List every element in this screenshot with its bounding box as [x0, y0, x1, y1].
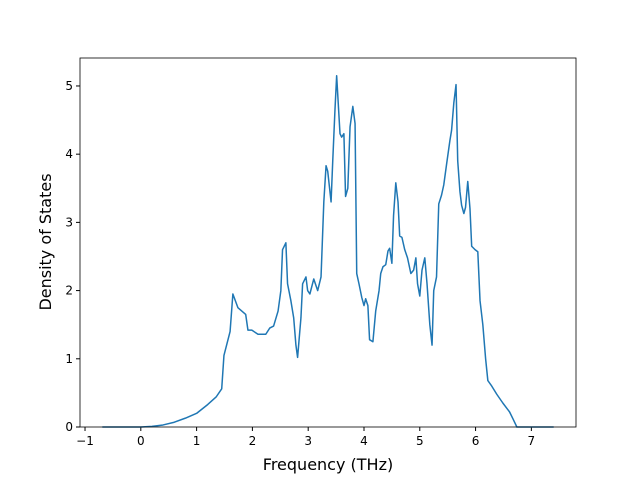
y-tick-label: 4 [65, 147, 73, 161]
y-tick-label: 2 [65, 284, 73, 298]
x-tick-label: 2 [249, 434, 257, 448]
x-tick-label: 5 [416, 434, 424, 448]
x-tick-label: −1 [76, 434, 94, 448]
y-tick-label: 5 [65, 79, 73, 93]
x-tick-label: 4 [360, 434, 368, 448]
line-series [102, 74, 554, 428]
x-tick-label: 1 [193, 434, 201, 448]
y-axis-label: Density of States [36, 173, 55, 310]
y-tick-label: 0 [65, 420, 73, 434]
y-tick-label: 1 [65, 352, 73, 366]
x-tick-label: 0 [137, 434, 145, 448]
plot-frame [79, 57, 577, 428]
x-tick-label: 3 [304, 434, 312, 448]
x-axis-label: Frequency (THz) [263, 455, 393, 474]
y-tick-label: 3 [65, 215, 73, 229]
x-tick-label: 6 [472, 434, 480, 448]
x-tick-label: 7 [528, 434, 536, 448]
